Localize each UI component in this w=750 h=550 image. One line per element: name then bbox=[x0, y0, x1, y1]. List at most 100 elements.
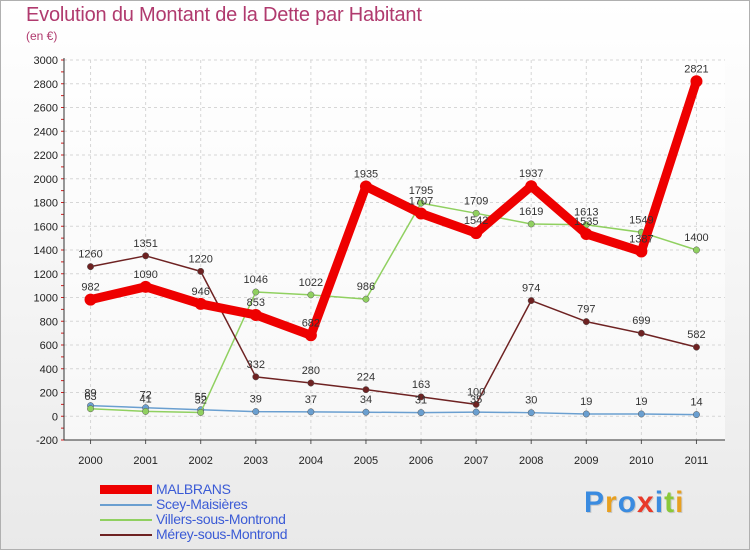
x-tick-label: 2010 bbox=[629, 455, 653, 467]
data-point bbox=[417, 199, 425, 207]
series-line bbox=[89, 255, 698, 406]
proxiti-logo: Proxiti bbox=[584, 486, 684, 520]
data-label: 1542 bbox=[464, 215, 488, 227]
logo-letter: t bbox=[664, 486, 676, 519]
data-point bbox=[87, 263, 94, 271]
y-tick-label: 1200 bbox=[34, 269, 58, 281]
data-label: 974 bbox=[522, 283, 540, 295]
data-label: 1935 bbox=[354, 168, 378, 180]
y-tick-label: 1000 bbox=[34, 293, 58, 305]
data-point bbox=[417, 409, 425, 417]
data-label: 1709 bbox=[464, 195, 488, 207]
y-tick-label: 2600 bbox=[34, 103, 58, 115]
y-tick-label: 3000 bbox=[34, 55, 58, 67]
data-point bbox=[582, 410, 590, 418]
data-label: 39 bbox=[250, 394, 262, 406]
data-label: 2821 bbox=[684, 63, 708, 75]
y-tick-label: 1400 bbox=[34, 245, 58, 257]
x-tick-label: 2011 bbox=[685, 455, 709, 467]
data-label: 89 bbox=[84, 388, 96, 400]
data-point bbox=[142, 252, 150, 260]
data-label: 982 bbox=[81, 282, 99, 294]
data-label: 37 bbox=[305, 394, 317, 406]
y-tick-label: 2000 bbox=[34, 174, 58, 186]
data-label: 1046 bbox=[244, 274, 268, 286]
data-label: 1022 bbox=[299, 277, 323, 289]
legend-label: MALBRANS bbox=[156, 481, 231, 497]
data-label: 72 bbox=[140, 390, 152, 402]
chart-title: Evolution du Montant de la Dette par Hab… bbox=[26, 4, 422, 26]
data-label: 1090 bbox=[133, 269, 157, 281]
legend-swatch bbox=[100, 519, 152, 521]
data-point bbox=[307, 408, 315, 416]
legend-swatch bbox=[100, 534, 152, 536]
y-tick-label: 800 bbox=[40, 316, 58, 328]
legend-swatch bbox=[100, 485, 152, 494]
data-label: 1220 bbox=[188, 253, 212, 265]
y-tick-label: 2800 bbox=[34, 79, 58, 91]
data-label: 1400 bbox=[684, 232, 708, 244]
data-label: 1351 bbox=[133, 238, 157, 250]
data-point bbox=[142, 407, 150, 415]
y-tick-label: 400 bbox=[40, 364, 58, 376]
x-tick-label: 2003 bbox=[244, 455, 268, 467]
data-label: 1795 bbox=[409, 185, 433, 197]
x-tick-label: 2008 bbox=[519, 455, 543, 467]
logo-letter: r bbox=[605, 486, 618, 519]
chart-subtitle: (en €) bbox=[26, 29, 58, 43]
data-label: 1619 bbox=[519, 206, 543, 218]
data-label: 1707 bbox=[409, 196, 433, 208]
data-point bbox=[197, 267, 205, 275]
y-tick-label: -200 bbox=[36, 435, 58, 447]
data-label: 1937 bbox=[519, 168, 543, 180]
data-label: 41 bbox=[140, 393, 152, 405]
data-label: 32 bbox=[195, 394, 207, 406]
data-label: 1613 bbox=[574, 207, 598, 219]
data-point bbox=[307, 379, 315, 387]
y-tick-label: 600 bbox=[40, 340, 58, 352]
data-label: 100 bbox=[467, 386, 485, 398]
data-point bbox=[472, 209, 480, 217]
x-tick-label: 2001 bbox=[133, 455, 157, 467]
data-label: 280 bbox=[302, 365, 320, 377]
x-tick-label: 2000 bbox=[78, 455, 102, 467]
y-tick-label: 2400 bbox=[34, 126, 58, 138]
y-tick-label: 1600 bbox=[34, 221, 58, 233]
data-point bbox=[417, 393, 425, 401]
data-point bbox=[582, 221, 590, 229]
legend-swatch bbox=[100, 504, 152, 506]
legend-label: Villers-sous-Montrond bbox=[156, 511, 286, 527]
data-label: 19 bbox=[635, 396, 647, 408]
data-label: 34 bbox=[360, 394, 372, 406]
data-point bbox=[637, 329, 645, 337]
data-point bbox=[139, 280, 152, 293]
x-tick-label: 2004 bbox=[299, 455, 323, 467]
data-point bbox=[637, 410, 645, 418]
data-label: 1387 bbox=[629, 234, 653, 246]
data-point bbox=[580, 227, 593, 240]
data-label: 332 bbox=[247, 359, 265, 371]
data-point bbox=[87, 405, 94, 413]
data-label: 14 bbox=[690, 397, 702, 409]
data-label: 55 bbox=[195, 392, 207, 404]
data-point bbox=[693, 411, 700, 419]
data-label: 797 bbox=[577, 304, 595, 316]
data-label: 163 bbox=[412, 379, 430, 391]
data-point bbox=[362, 295, 370, 303]
data-point bbox=[415, 207, 428, 220]
data-label: 682 bbox=[302, 317, 320, 329]
series-line bbox=[86, 76, 701, 340]
data-point bbox=[252, 408, 260, 416]
data-point bbox=[197, 409, 205, 416]
data-point bbox=[527, 220, 535, 228]
logo-letter: i bbox=[675, 486, 685, 519]
y-tick-label: 0 bbox=[52, 411, 58, 423]
data-point bbox=[84, 293, 97, 306]
x-tick-label: 2006 bbox=[409, 455, 433, 467]
data-point bbox=[527, 297, 535, 305]
data-point bbox=[362, 408, 370, 416]
data-point bbox=[307, 291, 315, 299]
data-label: 35 bbox=[470, 394, 482, 406]
data-point bbox=[470, 227, 483, 240]
